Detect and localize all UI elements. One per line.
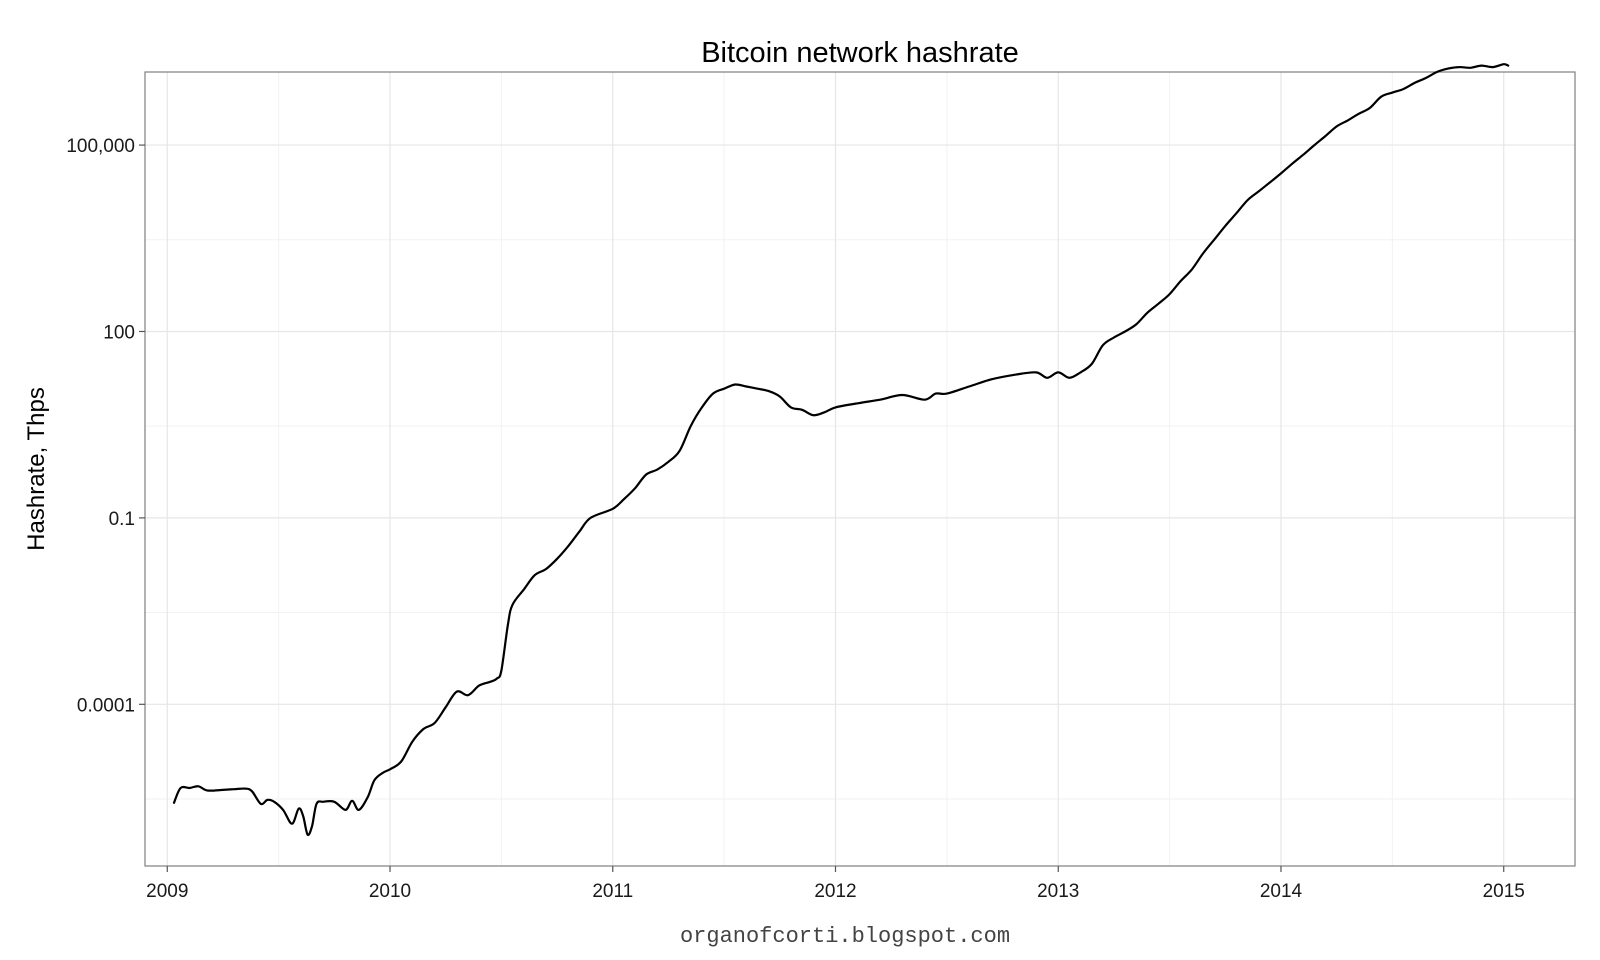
y-tick-label: 0.1 (109, 509, 135, 530)
x-tick-label: 2014 (1260, 881, 1303, 902)
grid (145, 72, 1575, 866)
y-tick-label: 100,000 (66, 136, 135, 157)
x-tick-label: 2011 (592, 881, 633, 902)
x-tick-label: 2012 (814, 881, 856, 902)
y-tick-label: 100 (103, 322, 135, 343)
x-tick-label: 2010 (369, 881, 411, 902)
axis-ticks: 2009 2010 2011 2012 2013 2014 2015 0.0001 0.1 100… (66, 136, 1525, 902)
credit-label: organofcorti.blogspot.com (680, 924, 1010, 949)
series-layer (172, 63, 1510, 837)
x-tick-label: 2015 (1483, 881, 1525, 902)
x-tick-label: 2009 (146, 881, 188, 902)
hashrate-series-line (172, 63, 1510, 837)
chart-title: Bitcoin network hashrate (701, 37, 1019, 69)
y-axis-title: Hashrate, Thps (23, 387, 50, 551)
x-tick-label: 2013 (1037, 881, 1079, 902)
y-tick-label: 0.0001 (77, 695, 135, 716)
plot-panel (144, 71, 1576, 867)
